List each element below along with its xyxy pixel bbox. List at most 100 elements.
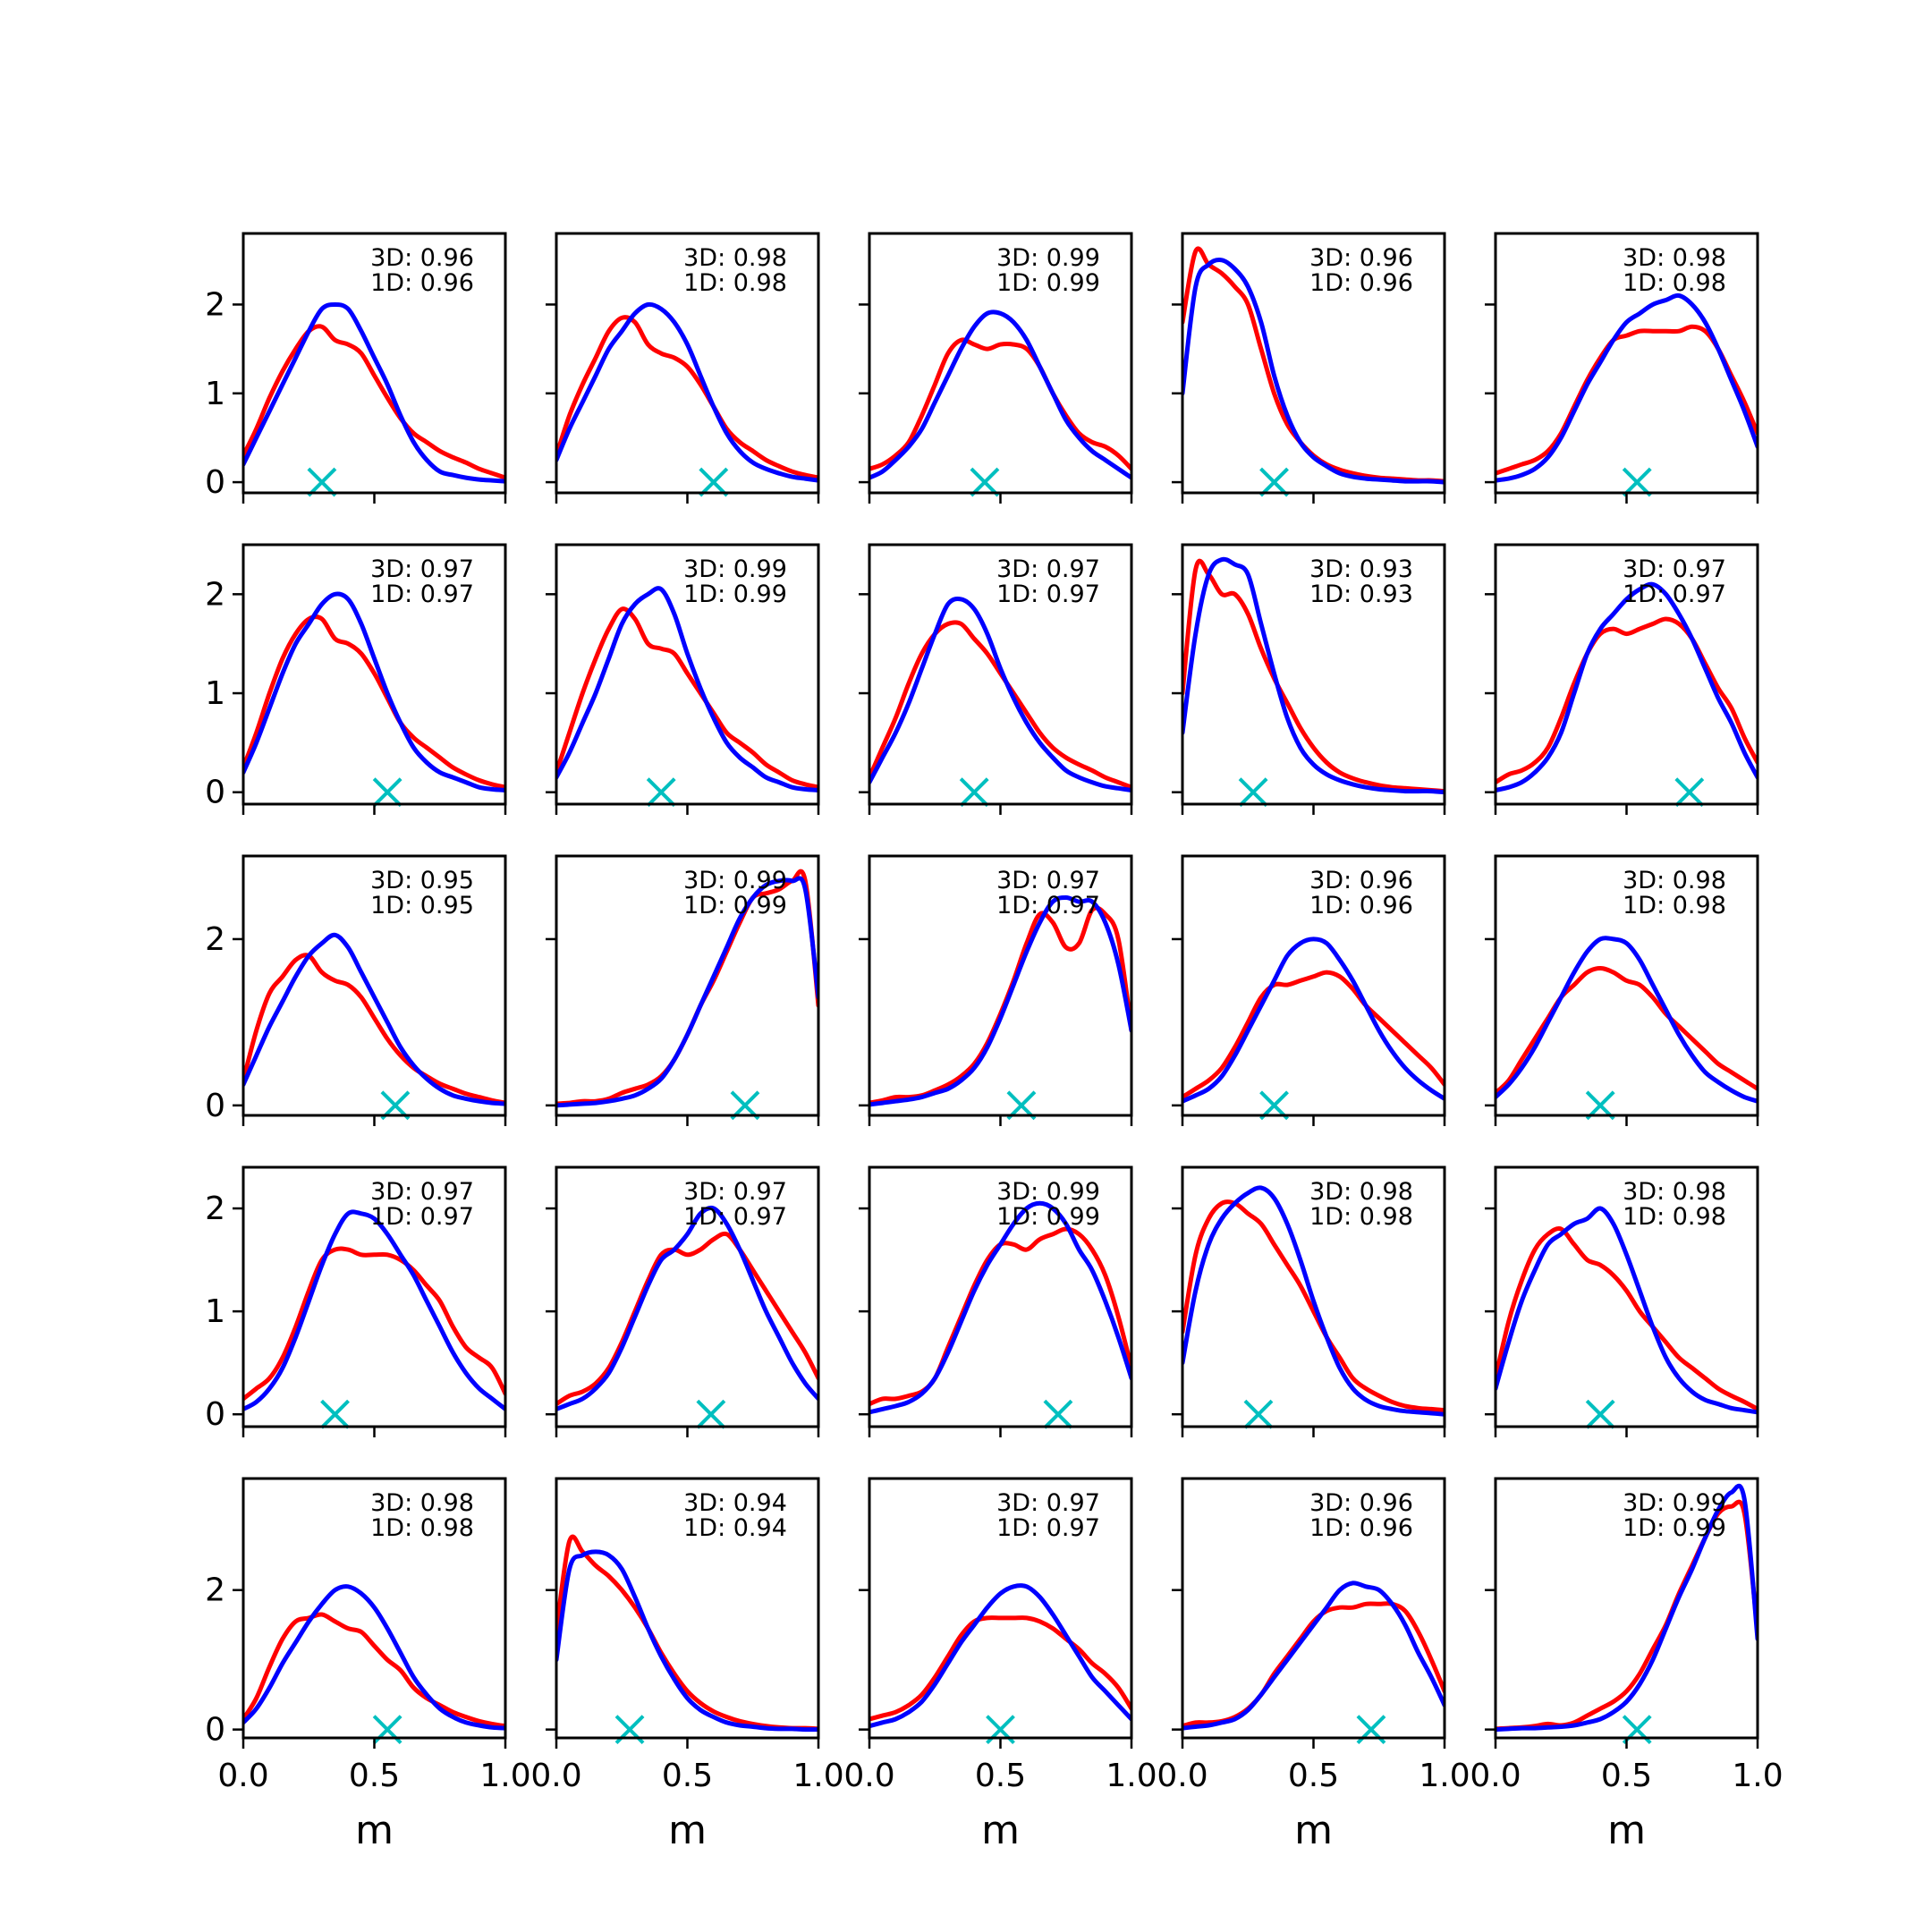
score-1d-label: 1D: 0.99 xyxy=(1623,1514,1726,1542)
x-tick-label: 1.0 xyxy=(479,1758,530,1794)
y-tick-label: 0 xyxy=(205,775,225,811)
panel-curves xyxy=(1182,1580,1445,1731)
red-density-curve xyxy=(556,606,818,790)
score-3d-label: 3D: 0.97 xyxy=(996,555,1100,583)
red-density-curve xyxy=(1496,966,1758,1096)
score-3d-label: 3D: 0.97 xyxy=(1623,555,1726,583)
red-density-curve xyxy=(1182,1199,1445,1413)
blue-density-curve xyxy=(1182,1580,1445,1731)
blue-density-curve xyxy=(556,1205,818,1411)
x-tick-label: 0.0 xyxy=(530,1758,581,1794)
panel-curves xyxy=(1182,246,1445,485)
panel-curves xyxy=(556,869,818,1108)
panel-curves xyxy=(556,586,818,792)
cross-marker xyxy=(959,777,989,808)
score-3d-label: 3D: 0.98 xyxy=(1309,1178,1413,1206)
blue-density-curve xyxy=(869,1200,1131,1415)
blue-density-curve xyxy=(243,1584,505,1731)
blue-density-curve xyxy=(1496,1483,1758,1733)
score-1d-label: 1D: 0.97 xyxy=(370,1203,474,1231)
score-3d-label: 3D: 0.98 xyxy=(1623,1178,1726,1206)
panel-curves xyxy=(869,596,1131,792)
blue-density-curve xyxy=(1496,581,1758,792)
red-density-curve xyxy=(1182,558,1445,794)
x-tick-label: 0.0 xyxy=(1157,1758,1208,1794)
cross-marker xyxy=(646,777,676,808)
panel-curves xyxy=(243,591,505,792)
score-3d-label: 3D: 0.99 xyxy=(1623,1489,1726,1517)
score-1d-label: 1D: 0.97 xyxy=(370,580,474,608)
x-tick-label: 1.0 xyxy=(1106,1758,1157,1794)
y-tick-label: 2 xyxy=(205,921,225,958)
score-3d-label: 3D: 0.99 xyxy=(683,555,787,583)
score-3d-label: 3D: 0.97 xyxy=(370,1178,474,1206)
x-tick-label: 1.0 xyxy=(1732,1758,1783,1794)
y-tick-label: 0 xyxy=(205,464,225,501)
cross-marker xyxy=(699,467,729,497)
panel-curves xyxy=(869,895,1131,1107)
red-density-curve xyxy=(1496,1226,1758,1411)
red-density-curve xyxy=(243,324,505,480)
score-3d-label: 3D: 0.98 xyxy=(1623,244,1726,272)
score-3d-label: 3D: 0.99 xyxy=(996,1178,1100,1206)
panel-curves xyxy=(1182,556,1445,795)
blue-density-curve xyxy=(1496,292,1758,483)
score-3d-label: 3D: 0.98 xyxy=(1623,867,1726,894)
y-tick-label: 2 xyxy=(205,286,225,323)
score-3d-label: 3D: 0.99 xyxy=(996,244,1100,272)
panel-curves xyxy=(869,1200,1131,1415)
x-tick-label: 1.0 xyxy=(792,1758,843,1794)
x-tick-label: 0.0 xyxy=(217,1758,268,1794)
red-density-curve xyxy=(556,315,818,480)
x-tick-label: 1.0 xyxy=(1419,1758,1470,1794)
cross-marker xyxy=(320,1399,350,1429)
panel-curves xyxy=(243,932,505,1106)
score-3d-label: 3D: 0.99 xyxy=(683,867,787,894)
score-1d-label: 1D: 0.98 xyxy=(1623,892,1726,919)
x-tick-label: 0.0 xyxy=(843,1758,894,1794)
panel-curves xyxy=(1496,292,1758,483)
score-1d-label: 1D: 0.96 xyxy=(1309,269,1413,297)
x-axis-label: m xyxy=(355,1808,394,1853)
score-1d-label: 1D: 0.97 xyxy=(996,580,1100,608)
red-density-curve xyxy=(243,1612,505,1729)
y-tick-label: 0 xyxy=(205,1088,225,1124)
x-axis-label: m xyxy=(1294,1808,1333,1853)
score-1d-label: 1D: 0.93 xyxy=(1309,580,1413,608)
blue-density-curve xyxy=(243,591,505,792)
score-1d-label: 1D: 0.96 xyxy=(1309,892,1413,919)
panel-curves xyxy=(1496,1206,1758,1415)
score-1d-label: 1D: 0.99 xyxy=(683,580,787,608)
red-density-curve xyxy=(243,953,505,1106)
blue-density-curve xyxy=(243,932,505,1106)
cross-marker xyxy=(1243,1399,1274,1429)
score-1d-label: 1D: 0.98 xyxy=(1623,269,1726,297)
blue-density-curve xyxy=(556,1549,818,1733)
panel-curves xyxy=(1182,936,1445,1104)
y-tick-label: 1 xyxy=(205,675,225,712)
score-3d-label: 3D: 0.96 xyxy=(1309,1489,1413,1517)
blue-density-curve xyxy=(1182,556,1445,795)
cross-marker xyxy=(1043,1399,1073,1429)
cross-marker xyxy=(372,777,402,808)
cross-marker xyxy=(970,467,1000,497)
score-1d-label: 1D: 0.98 xyxy=(683,269,787,297)
panel-curves xyxy=(1496,1483,1758,1733)
cross-marker xyxy=(696,1399,726,1429)
score-3d-label: 3D: 0.97 xyxy=(370,555,474,583)
panel-curves xyxy=(556,301,818,483)
